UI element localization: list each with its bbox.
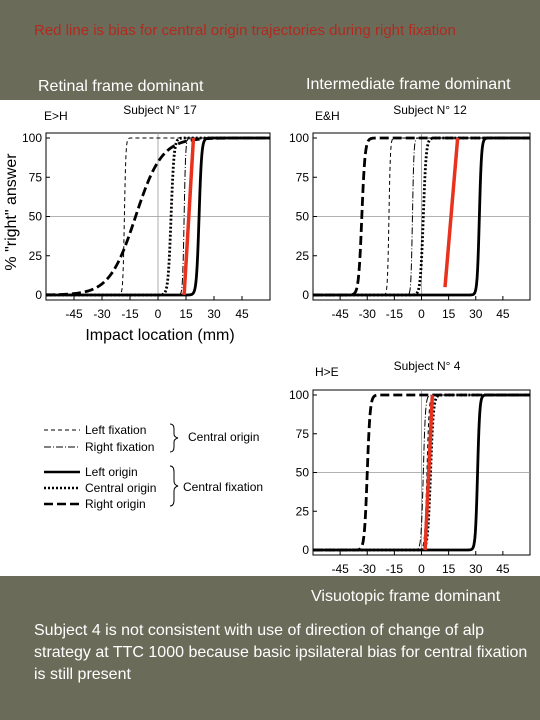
legend-label-right-fixation: Right fixation: [85, 440, 154, 454]
series-line-right-origin: [313, 136, 530, 297]
legend-brace-2: [169, 465, 179, 507]
x-tick-label: 30: [207, 307, 221, 321]
panel-tag: H>E: [315, 365, 339, 379]
legend-group-label-central-origin: Central origin: [188, 430, 259, 444]
legend-group-label-central-fixation: Central fixation: [183, 480, 263, 494]
x-tick-label: 0: [155, 307, 162, 321]
y-tick-label: 75: [296, 170, 310, 184]
caption-retinal-frame: Retinal frame dominant: [38, 78, 204, 95]
red-note-top: Red line is bias for central origin traj…: [34, 22, 456, 39]
x-tick-label: -45: [65, 307, 83, 321]
x-tick-label: -15: [386, 307, 404, 321]
y-tick-label: 50: [296, 210, 310, 224]
panel-tag: E>H: [44, 109, 68, 123]
legend: Left fixation Right fixation Central ori…: [44, 423, 263, 511]
x-tick-label: -15: [386, 562, 404, 576]
x-tick-label: 15: [442, 307, 456, 321]
x-tick-label: 45: [496, 562, 510, 576]
panel-title: Subject N° 12: [393, 103, 467, 117]
y-tick-label: 100: [289, 388, 309, 402]
caption-visuotopic-frame: Visuotopic frame dominant: [311, 588, 501, 605]
legend-label-left-fixation: Left fixation: [85, 423, 146, 437]
x-tick-label: -30: [359, 562, 377, 576]
x-tick-label: 30: [469, 562, 483, 576]
x-tick-label: 15: [442, 562, 456, 576]
panel-title: Subject N° 17: [123, 103, 197, 117]
y-tick-label: 100: [289, 131, 309, 145]
y-tick-label: 50: [296, 466, 310, 480]
bias-line: [182, 137, 196, 296]
caption-intermediate-frame: Intermediate frame dominant: [306, 76, 511, 93]
bias-line: [423, 394, 435, 551]
y-tick-label: 75: [296, 427, 310, 441]
x-tick-label: -15: [121, 307, 139, 321]
legend-label-central-origin: Central origin: [85, 481, 156, 495]
x-tick-label: 30: [469, 307, 483, 321]
x-tick-label: 15: [179, 307, 193, 321]
bottom-note: Subject 4 is not consistent with use of …: [34, 622, 528, 683]
x-tick-label: -30: [93, 307, 111, 321]
y-tick-label: 25: [29, 249, 43, 263]
x-axis-label: Impact location (mm): [85, 327, 234, 344]
x-tick-label: 45: [235, 307, 249, 321]
y-tick-label: 50: [29, 210, 43, 224]
chart-subject-12: 0 25 50 75 100 -45 -30 -15 0 15 30 45 E&H Subject N° …: [289, 103, 531, 321]
x-tick-label: -30: [359, 307, 377, 321]
legend-label-left-origin: Left origin: [85, 465, 138, 479]
chart-subject-4: 0 25 50 75 100 -45 -30 -15 0 15 30 45 H>E Subject N° …: [289, 359, 531, 576]
x-tick-label: -45: [331, 307, 349, 321]
y-axis-label: % "right" answer: [3, 153, 20, 271]
chart-subject-17: 0 25 50 75 100 -45 -30 -15 0 15 30 45 E>H Subject N° …: [22, 103, 271, 321]
series-line-central-origin: [313, 393, 530, 552]
y-tick-label: 25: [296, 504, 310, 518]
series-line-right-origin: [45, 136, 270, 297]
panel-tag: E&H: [315, 109, 340, 123]
series-line-central-origin: [313, 136, 530, 297]
series-line-right-origin: [313, 393, 530, 552]
x-tick-label: 0: [418, 307, 425, 321]
legend-brace-1: [169, 423, 179, 453]
y-tick-label: 100: [22, 131, 42, 145]
panel-title: Subject N° 4: [394, 359, 461, 373]
figure-panel: 0 25 50 75 100 -45 -30 -15 0 15 30 45 E>H Subject N° …: [0, 100, 540, 576]
y-tick-label: 25: [296, 249, 310, 263]
y-tick-label: 0: [302, 288, 309, 302]
x-tick-label: 45: [496, 307, 510, 321]
x-tick-label: -45: [331, 562, 349, 576]
y-tick-label: 0: [302, 543, 309, 557]
bias-line: [443, 137, 460, 288]
y-tick-label: 75: [29, 170, 43, 184]
legend-label-right-origin: Right origin: [85, 497, 146, 511]
figure-svg: 0 25 50 75 100 -45 -30 -15 0 15 30 45 E>H Subject N° …: [3, 103, 531, 576]
x-tick-label: 0: [418, 562, 425, 576]
y-tick-label: 0: [35, 288, 42, 302]
